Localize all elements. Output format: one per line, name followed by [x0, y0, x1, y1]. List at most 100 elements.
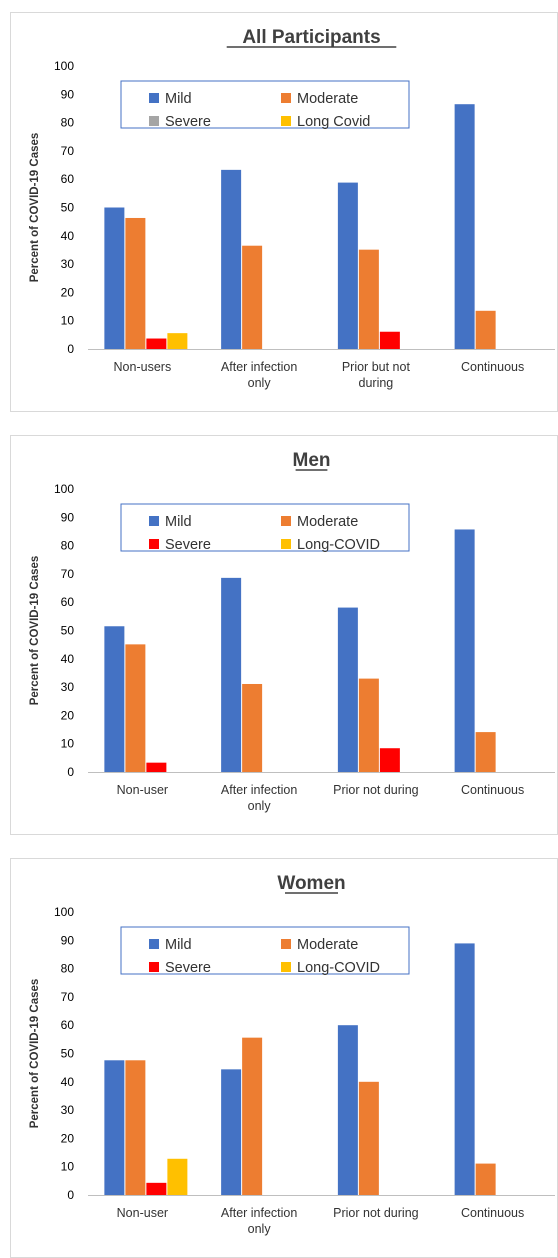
bar-mild-1: [104, 1060, 125, 1195]
chart-panel-men: Men Percent of COVID-19 Cases 0 10 20 30 40 50 6…: [10, 435, 558, 835]
x-category-label: Non-user: [117, 783, 168, 797]
legend-swatch-mild: [149, 939, 159, 949]
y-tick-label: 20: [61, 708, 75, 722]
legend-swatch-mild: [149, 93, 159, 103]
chart-women: Women Percent of COVID-19 Cases 0 10 20 30 40 5…: [29, 873, 555, 1236]
y-tick-label: 70: [61, 990, 75, 1004]
y-tick-label: 0: [67, 342, 74, 356]
bar-moderate-4: [475, 1163, 496, 1195]
legend-swatch-long-covid: [281, 116, 291, 126]
bar-moderate-2: [242, 1037, 263, 1195]
y-tick-label: 80: [61, 116, 75, 130]
y-tick-label: 40: [61, 1075, 75, 1089]
bar-moderate-4: [475, 310, 496, 349]
y-tick-label: 60: [61, 595, 75, 609]
bar-moderate-3: [358, 249, 379, 349]
chart-title: Women: [277, 873, 345, 894]
chart-panel-women: Women Percent of COVID-19 Cases 0 10 20 30 40 5…: [10, 858, 558, 1258]
y-axis-label: Percent of COVID-19 Cases: [29, 556, 41, 706]
bar-moderate-1: [125, 644, 146, 772]
y-tick-label: 30: [61, 257, 75, 271]
y-tick-label: 50: [61, 201, 75, 215]
bar-moderate-4: [475, 732, 496, 772]
y-tick-label: 10: [61, 1160, 75, 1174]
x-category-label: Prior not during: [333, 783, 419, 797]
y-tick-label: 80: [61, 539, 75, 553]
y-tick-label: 40: [61, 652, 75, 666]
y-tick-label: 10: [61, 737, 75, 751]
x-category-label: Continuous: [461, 360, 524, 374]
legend-swatch-moderate: [281, 939, 291, 949]
bar-mild-4: [454, 529, 475, 772]
y-tick-label: 90: [61, 933, 75, 947]
legend-box: [120, 503, 410, 552]
bar-moderate-3: [358, 1081, 379, 1195]
bar-mild-3: [337, 182, 358, 349]
legend-label-severe: Severe: [165, 114, 211, 130]
y-tick-label: 90: [61, 87, 75, 101]
bar-unlabeled-1: [146, 338, 167, 349]
bar-long-covid-1: [167, 1158, 188, 1195]
legend-swatch-mild: [149, 516, 159, 526]
legend-swatch-severe: [149, 539, 159, 549]
legend-label-long-covid: Long Covid: [297, 114, 370, 130]
bar-moderate-3: [358, 678, 379, 772]
y-tick-label: 60: [61, 1018, 75, 1032]
y-tick-label: 100: [54, 59, 74, 73]
y-tick-label: 30: [61, 680, 75, 694]
bar-mild-3: [337, 1025, 358, 1195]
legend-label-moderate: Moderate: [297, 937, 358, 953]
legend-box: [120, 80, 410, 129]
bar-mild-4: [454, 943, 475, 1195]
bar-mild-1: [104, 626, 125, 772]
y-tick-label: 50: [61, 624, 75, 638]
legend-label-moderate: Moderate: [297, 91, 358, 107]
x-category-label: Prior not during: [333, 1206, 419, 1220]
legend-swatch-long-covid: [281, 539, 291, 549]
bar-unlabeled-3: [379, 331, 400, 349]
y-tick-label: 50: [61, 1047, 75, 1061]
y-tick-label: 30: [61, 1103, 75, 1117]
y-tick-label: 70: [61, 567, 75, 581]
legend-label-mild: Mild: [165, 514, 192, 530]
x-category-label: Non-users: [114, 360, 172, 374]
legend-label-mild: Mild: [165, 91, 192, 107]
y-tick-label: 90: [61, 510, 75, 524]
legend-label-long-covid: Long-COVID: [297, 537, 380, 553]
y-axis-label: Percent of COVID-19 Cases: [29, 133, 41, 283]
x-category-label: Continuous: [461, 1206, 524, 1220]
x-category-label: Prior but not during: [342, 360, 411, 390]
bar-severe-1: [146, 762, 167, 772]
chart-men: Men Percent of COVID-19 Cases 0 10 20 30 40 50 6…: [29, 450, 555, 813]
y-tick-label: 0: [67, 765, 74, 779]
bar-mild-4: [454, 104, 475, 349]
legend-label-moderate: Moderate: [297, 514, 358, 530]
x-category-label: Non-user: [117, 1206, 168, 1220]
legend-swatch-moderate: [281, 93, 291, 103]
y-tick-label: 80: [61, 962, 75, 976]
bar-mild-2: [221, 169, 242, 349]
y-tick-label: 0: [67, 1188, 74, 1202]
bar-moderate-1: [125, 217, 146, 349]
y-axis-label: Percent of COVID-19 Cases: [29, 979, 41, 1129]
bar-severe-3: [379, 748, 400, 772]
bar-moderate-2: [242, 245, 263, 349]
y-tick-label: 100: [54, 905, 74, 919]
x-category-label: After infection only: [221, 1206, 297, 1236]
legend-swatch-severe: [149, 116, 159, 126]
bar-moderate-2: [242, 683, 263, 772]
y-tick-label: 100: [54, 482, 74, 496]
legend-swatch-long-covid: [281, 962, 291, 972]
bar-severe-1: [146, 1182, 167, 1195]
legend-label-mild: Mild: [165, 937, 192, 953]
legend-label-severe: Severe: [165, 960, 211, 976]
legend-swatch-severe: [149, 962, 159, 972]
legend-label-severe: Severe: [165, 537, 211, 553]
chart-all-participants: All Participants Percent of COVID-19 Case…: [29, 27, 555, 390]
chart-panel-all-participants: All Participants Percent of COVID-19 Case…: [10, 12, 558, 412]
y-tick-label: 10: [61, 314, 75, 328]
chart-title: Men: [293, 450, 331, 471]
bar-mild-2: [221, 1069, 242, 1195]
legend-label-long-covid: Long-COVID: [297, 960, 380, 976]
x-category-label: Continuous: [461, 783, 524, 797]
